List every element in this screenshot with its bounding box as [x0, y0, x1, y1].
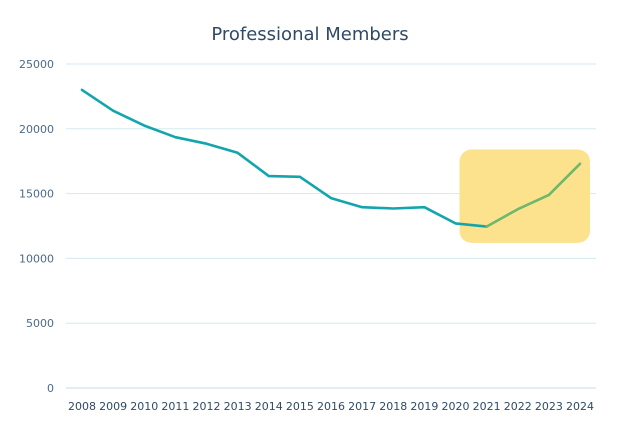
series-line-highlighted — [485, 162, 582, 228]
y-tick-label: 5000 — [26, 317, 54, 330]
y-tick-label: 25000 — [19, 58, 54, 71]
highlight-box — [459, 149, 590, 243]
data-point-2024 — [578, 162, 582, 166]
data-point-2012 — [205, 142, 209, 146]
data-point-2014 — [267, 174, 271, 178]
data-point-2017 — [360, 205, 364, 209]
data-point-2009 — [111, 109, 115, 113]
data-point-2021 — [485, 225, 489, 229]
x-tick-label: 2011 — [161, 400, 189, 413]
x-tick-label: 2023 — [535, 400, 563, 413]
y-tick-label: 10000 — [19, 252, 54, 265]
data-point-2019 — [422, 205, 426, 209]
y-tick-label: 15000 — [19, 188, 54, 201]
x-tick-label: 2009 — [99, 400, 127, 413]
data-point-2018 — [391, 207, 395, 211]
x-tick-label: 2019 — [410, 400, 438, 413]
data-point-2010 — [142, 124, 146, 128]
data-point-2015 — [298, 175, 302, 179]
data-point-2011 — [173, 135, 177, 139]
x-tick-label: 2024 — [566, 400, 594, 413]
x-tick-label: 2013 — [224, 400, 252, 413]
data-point-2008 — [80, 88, 84, 92]
data-point-2022 — [516, 207, 520, 211]
x-tick-label: 2014 — [255, 400, 283, 413]
y-tick-label: 20000 — [19, 123, 54, 136]
x-tick-label: 2018 — [379, 400, 407, 413]
y-tick-label: 0 — [47, 382, 54, 395]
series-line — [80, 88, 488, 228]
data-point-2020 — [454, 221, 458, 225]
data-point-2023 — [547, 193, 551, 197]
x-tick-label: 2008 — [68, 400, 96, 413]
data-point-2013 — [236, 151, 240, 155]
x-tick-label: 2015 — [286, 400, 314, 413]
x-tick-label: 2012 — [193, 400, 221, 413]
chart-title: Professional Members — [211, 24, 409, 45]
x-tick-label: 2010 — [130, 400, 158, 413]
data-point-2016 — [329, 196, 333, 200]
x-tick-label: 2022 — [504, 400, 532, 413]
x-tick-label: 2020 — [442, 400, 470, 413]
x-tick-label: 2017 — [348, 400, 376, 413]
x-tick-label: 2016 — [317, 400, 345, 413]
x-tick-label: 2021 — [473, 400, 501, 413]
